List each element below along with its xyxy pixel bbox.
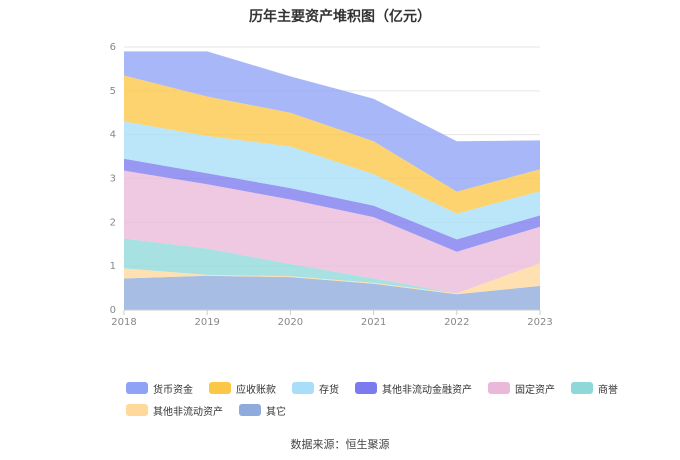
area-series-4[interactable] <box>124 158 540 252</box>
y-tick-label: 0 <box>110 305 116 316</box>
area-series-6[interactable] <box>124 75 540 214</box>
legend-item[interactable]: 其他非流动金融资产 <box>355 381 472 396</box>
legend-item[interactable]: 货币资金 <box>126 381 193 396</box>
x-tick-label: 2023 <box>527 317 552 328</box>
legend-item[interactable]: 固定资产 <box>488 381 555 396</box>
legend-item[interactable]: 存货 <box>292 381 339 396</box>
legend-label: 存货 <box>319 384 339 396</box>
legend-swatch <box>239 404 261 416</box>
area-series-2[interactable] <box>124 238 540 294</box>
area-series-0[interactable] <box>124 275 540 310</box>
y-tick-label: 4 <box>110 130 116 141</box>
chart-title: 历年主要资产堆积图（亿元） <box>249 9 431 25</box>
area-series-7[interactable] <box>124 51 540 192</box>
x-tick-label: 2020 <box>278 317 303 328</box>
legend-label: 其他非流动金融资产 <box>382 384 472 396</box>
legend-swatch <box>488 382 510 394</box>
y-tick-label: 5 <box>110 86 116 97</box>
area-series-3[interactable] <box>124 170 540 294</box>
legend-swatch <box>292 382 314 394</box>
legend-swatch <box>126 382 148 394</box>
legend-row: 货币资金 应收账款 存货 其他非流动金融资产 固定资产 商誉 <box>126 377 618 399</box>
legend-label: 货币资金 <box>153 384 193 396</box>
legend-swatch <box>571 382 593 394</box>
x-tick-label: 2019 <box>194 317 219 328</box>
axis-layer: 0 1 2 3 4 5 6 2018 2019 2020 2021 2022 2023 <box>110 42 553 328</box>
area-series-5[interactable] <box>124 121 540 240</box>
data-source: 数据来源：恒生聚源 <box>290 438 390 451</box>
x-tick-label: 2022 <box>444 317 469 328</box>
legend-label: 商誉 <box>598 384 618 396</box>
legend-row: 其他非流动资产 其它 <box>126 399 566 421</box>
legend-swatch <box>209 382 231 394</box>
legend-swatch <box>126 404 148 416</box>
legend-label: 其他非流动资产 <box>153 406 223 418</box>
legend: 货币资金 应收账款 存货 其他非流动金融资产 固定资产 商誉其他非流动资产 其它 <box>126 377 618 421</box>
legend-item[interactable]: 其它 <box>239 403 286 418</box>
y-tick-label: 6 <box>110 42 116 53</box>
x-tick-label: 2021 <box>361 317 386 328</box>
legend-item[interactable]: 应收账款 <box>209 381 276 396</box>
y-tick-label: 3 <box>110 174 116 185</box>
y-tick-label: 2 <box>110 217 116 228</box>
legend-label: 应收账款 <box>236 384 276 396</box>
legend-swatch <box>355 382 377 394</box>
legend-label: 其它 <box>266 406 286 418</box>
legend-label: 固定资产 <box>515 384 555 396</box>
x-tick-label: 2018 <box>111 317 136 328</box>
legend-item[interactable]: 商誉 <box>571 381 618 396</box>
area-layer <box>124 51 540 310</box>
y-tick-label: 1 <box>110 261 116 272</box>
legend-item[interactable]: 其他非流动资产 <box>126 403 223 418</box>
